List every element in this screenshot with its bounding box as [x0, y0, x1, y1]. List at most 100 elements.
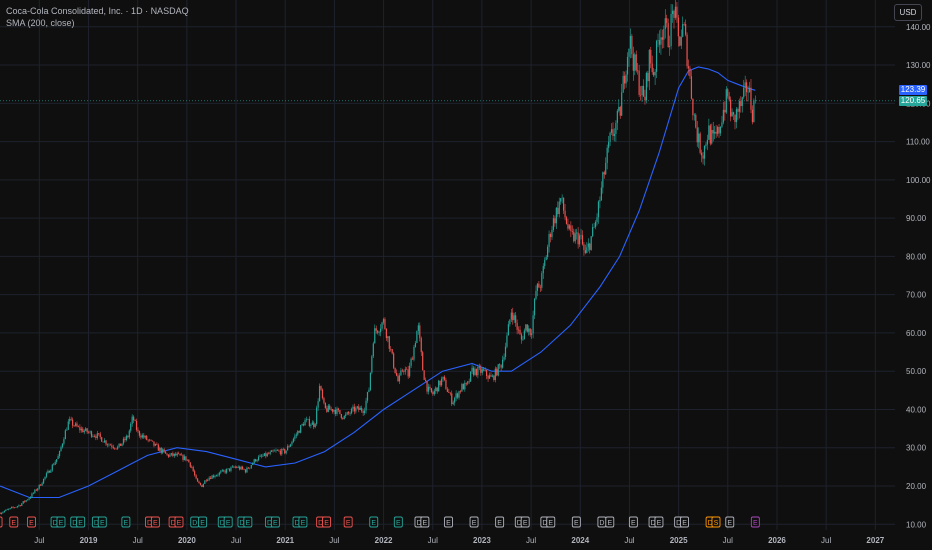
y-tick-label: 100.00 [906, 176, 931, 185]
price-candle [628, 48, 630, 57]
price-candle [160, 447, 162, 453]
x-tick-label: Jul [624, 536, 634, 545]
price-candle [645, 72, 647, 101]
price-candle [443, 376, 446, 380]
price-candle [287, 446, 289, 451]
event-marker-letter: D [220, 520, 225, 527]
price-candle [9, 507, 11, 509]
price-candle [426, 380, 428, 392]
price-candle [268, 453, 270, 455]
price-candle [57, 456, 59, 460]
price-candle [580, 235, 582, 236]
price-candle [549, 233, 552, 238]
price-candle [501, 359, 504, 368]
y-tick-label: 40.00 [906, 405, 927, 414]
price-candle [680, 36, 682, 46]
event-marker: E [495, 516, 505, 528]
price-candle [612, 129, 614, 136]
y-tick-label: 110.00 [906, 138, 930, 147]
price-candle [584, 250, 586, 253]
indicator-title[interactable]: SMA (200, close) [6, 18, 75, 28]
price-candle [218, 472, 220, 476]
price-candle [709, 125, 711, 144]
price-candle [722, 109, 724, 123]
price-candle [356, 406, 358, 408]
x-tick-label: 2026 [768, 536, 786, 545]
price-candle [345, 414, 347, 416]
event-marker-box [420, 516, 430, 528]
price-candle [394, 367, 396, 373]
event-marker: E [27, 516, 36, 528]
price-candle [239, 466, 241, 470]
price-candle [693, 114, 695, 116]
price-candle [40, 484, 42, 486]
x-tick-label: Jul [231, 536, 241, 545]
price-candle [211, 475, 213, 479]
event-marker-letter: E [153, 520, 158, 527]
price-candle [536, 283, 539, 291]
price-candle [451, 393, 453, 405]
event-marker-letter: E [29, 520, 34, 527]
price-candle [626, 56, 629, 75]
price-candle [74, 423, 77, 426]
price-candle [298, 431, 300, 433]
time-axis[interactable]: Jul 2019 Jul 2020 Jul 2021 Jul 2022 Jul 2023 Jul 20… [34, 536, 885, 545]
price-candle [705, 144, 707, 146]
price-candle [483, 369, 485, 371]
price-candle [644, 96, 646, 101]
price-candle [589, 243, 591, 250]
x-tick-label: 2025 [670, 536, 688, 545]
price-candle [170, 453, 173, 455]
price-candle [471, 367, 473, 372]
price-candle [202, 483, 204, 488]
price-candle [416, 330, 418, 344]
price-candle [233, 466, 235, 468]
price-candle [108, 444, 110, 446]
price-candle [594, 221, 597, 228]
price-candle [746, 82, 748, 93]
event-marker-box [605, 516, 615, 528]
price-candle [205, 480, 207, 482]
event-marker: E [369, 516, 379, 528]
x-tick-label: Jul [821, 536, 831, 545]
price-candle [554, 218, 556, 224]
price-candle [677, 17, 679, 37]
symbol-title[interactable]: Coca-Cola Consolidated, Inc. · 1D · NASD… [6, 6, 189, 16]
price-candle [223, 470, 225, 471]
price-candle [278, 450, 280, 452]
price-candle [512, 312, 514, 321]
price-candle [651, 63, 653, 73]
price-candle [326, 408, 328, 412]
price-candle [255, 459, 257, 462]
price-candle [173, 453, 175, 456]
price-candle [590, 236, 592, 250]
price-candle [478, 367, 480, 368]
price-candle [706, 139, 709, 145]
event-marker-box [628, 516, 638, 528]
price-candle [217, 475, 219, 476]
price-candle [37, 488, 39, 491]
price-candle [458, 391, 460, 398]
price-candle [605, 162, 607, 175]
event-marker-box [520, 516, 530, 528]
price-candle [427, 386, 430, 392]
price-candle [188, 459, 190, 463]
price-candle [93, 436, 96, 437]
price-candle [631, 35, 633, 55]
price-candle [77, 426, 80, 428]
price-candle [374, 328, 376, 344]
event-marker-letter: E [346, 520, 351, 527]
price-candle [141, 435, 143, 438]
price-candle [454, 398, 456, 403]
price-candle [220, 471, 222, 473]
price-candle [379, 328, 382, 333]
event-marker-box [469, 516, 479, 528]
price-candle [368, 389, 370, 392]
price-candle [35, 489, 37, 491]
event-marker-letter: D [542, 520, 547, 527]
currency-button[interactable]: USD [894, 4, 922, 21]
event-marker: E [322, 516, 331, 528]
price-candle [246, 467, 248, 473]
price-candle [106, 444, 109, 446]
